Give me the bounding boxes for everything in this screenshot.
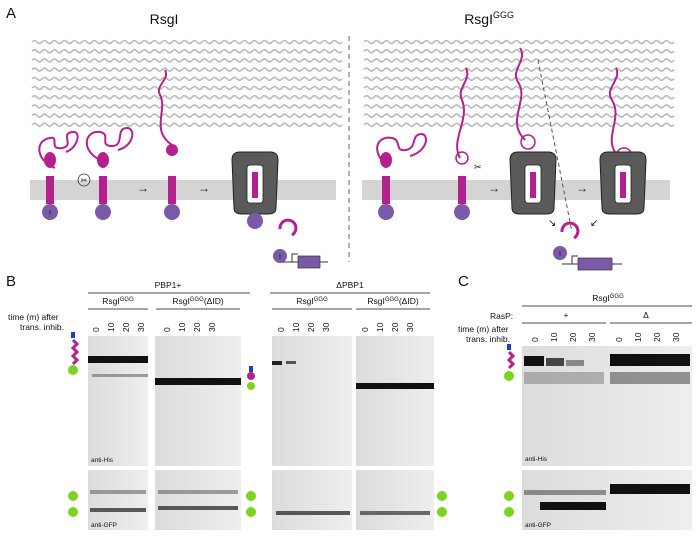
timepoint-label: 20 (652, 332, 662, 342)
rasp-label: RasP: (490, 311, 513, 321)
timepoint-label: 10 (549, 332, 559, 342)
svg-text:↘: ↘ (548, 218, 556, 229)
rsgi-ggg-protein-2: ✂ (454, 67, 482, 220)
panel-letter-b: B (6, 273, 16, 290)
released-inhibitor-left: I (273, 218, 298, 263)
panel-b: B PBP1+ ΔPBP1 RsgIGGG RsgIGGG(ΔID) RsgIG… (6, 273, 447, 530)
gene-right (562, 255, 622, 271)
blot-label-c-gfp: anti-GFP (525, 522, 551, 529)
scissors-icon: ✂ (77, 173, 91, 187)
timepoint-label: 0 (276, 327, 286, 332)
blot-b-gfp: anti-GFP (88, 470, 434, 530)
strain-label-c: RsgIGGG (592, 293, 624, 303)
inhibitor-i-icon: I (49, 210, 51, 217)
timepoint-label: 0 (530, 337, 540, 342)
timepoint-label: 10 (177, 322, 187, 332)
strain-label-2: RsgIGGG(ΔID) (172, 296, 224, 306)
time-label-b-1: time (m) after (8, 312, 59, 322)
promoter-arrow-icon (291, 253, 298, 262)
panel-a: A RsgI RsgIGGG I (6, 5, 675, 271)
svg-text:↙: ↙ (590, 218, 598, 229)
cell-wall-left (30, 37, 343, 131)
blot-label-c-his: anti-His (525, 456, 548, 463)
timepoint-label: 20 (568, 332, 578, 342)
timepoint-label: 10 (106, 322, 116, 332)
blot-c-gfp: anti-GFP (522, 470, 692, 530)
protease-left (231, 151, 279, 215)
arrow-4: → (576, 181, 588, 195)
svg-text:I: I (279, 254, 281, 261)
time-label-b-2: trans. inhib. (20, 322, 64, 332)
protease-right-2 (599, 151, 647, 215)
group-label-pbp1-plus: PBP1+ (155, 280, 182, 290)
timepoint-label: 30 (207, 322, 217, 332)
group-label-delta-pbp1: ΔPBP1 (336, 280, 364, 290)
timepoint-label: 0 (162, 327, 172, 332)
rsgi-ggg-protein-1 (376, 132, 427, 220)
cell-wall-right (363, 39, 675, 128)
marker-deltaID-b (247, 366, 255, 390)
timepoint-label: 30 (136, 322, 146, 332)
gene-left (282, 253, 328, 269)
strain-label-1: RsgIGGG (102, 296, 134, 306)
timepoint-label: 30 (671, 332, 681, 342)
blot-c-his: anti-His (522, 346, 692, 466)
timepoint-label: 10 (633, 332, 643, 342)
released-inhibitor-right: I ↘ ↙ (548, 218, 598, 260)
timepoint-label: 20 (306, 322, 316, 332)
strain-label-4: RsgIGGG(ΔID) (367, 296, 419, 306)
panel-c: C RsgIGGG RasP: + Δ time (m) after trans… (458, 273, 692, 530)
blot-label-b-his: anti-His (91, 457, 114, 464)
timepoint-label: 0 (614, 337, 624, 342)
timepoint-label: 10 (375, 322, 385, 332)
time-label-c-2: trans. inhib. (466, 334, 510, 344)
inhibitor-left-bound (247, 213, 263, 229)
panel-letter-a: A (6, 5, 16, 22)
timepoint-label: 20 (192, 322, 202, 332)
svg-text:✂: ✂ (474, 162, 482, 172)
timepoint-label: 20 (390, 322, 400, 332)
rsgi-ggg-title: RsgIGGG (464, 10, 514, 27)
blot-label-b-gfp: anti-GFP (91, 522, 117, 529)
rsgi-ggg-free-ecd (515, 47, 536, 150)
arrow-1: → (137, 181, 149, 195)
svg-text:✂: ✂ (81, 176, 88, 185)
rsgi-protein-2: ✂ (77, 126, 134, 220)
marker-fulllength-b (68, 332, 80, 375)
rsgi-cleaved-3 (157, 69, 180, 220)
timepoint-label: 0 (91, 327, 101, 332)
arrow-3: → (488, 181, 500, 195)
dashed-path (537, 59, 573, 233)
svg-text:I: I (559, 251, 561, 258)
timepoint-label: 20 (121, 322, 131, 332)
protease-right-1 (509, 151, 557, 215)
marker-fulllength-c (504, 344, 516, 517)
rsgi-title: RsgI (150, 11, 179, 27)
time-label-c-1: time (m) after (458, 324, 509, 334)
timepoint-label: 30 (587, 332, 597, 342)
membrane-left (30, 180, 336, 200)
timepoint-label: 10 (291, 322, 301, 332)
condition-plus: + (564, 310, 569, 320)
rsgi-protein-1: I (38, 130, 79, 220)
timepoint-label: 30 (321, 322, 331, 332)
strain-label-3: RsgIGGG (296, 296, 328, 306)
condition-delta: Δ (643, 310, 649, 320)
arrow-2: → (198, 181, 210, 195)
panel-letter-c: C (458, 273, 469, 290)
timepoint-label: 0 (360, 327, 370, 332)
timepoint-label: 30 (405, 322, 415, 332)
blot-b-his: anti-His (88, 336, 434, 466)
marker-gfp-b (68, 491, 447, 517)
